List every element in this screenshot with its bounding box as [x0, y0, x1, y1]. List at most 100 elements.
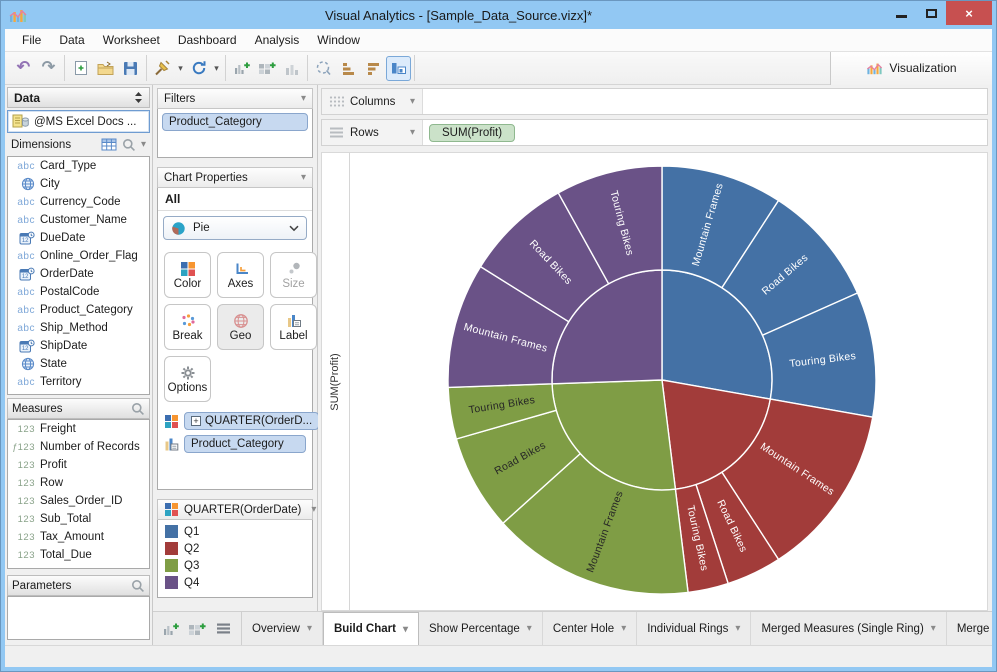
new-worksheet-button[interactable]: [160, 618, 182, 640]
sort-bars-button[interactable]: [336, 56, 361, 81]
tab-merge[interactable]: Merge: [947, 612, 992, 645]
minimize-button[interactable]: [886, 1, 916, 25]
search-icon[interactable]: [131, 579, 145, 593]
dimension-shipdate[interactable]: 12 ShipDate: [8, 337, 149, 355]
tab-merged-measures-single-ring[interactable]: Merged Measures (Single Ring) ▾: [751, 612, 947, 645]
tab-label: Merge: [956, 622, 990, 635]
show-visualization-button[interactable]: [386, 55, 411, 81]
measure-number-of-records[interactable]: ƒ123 Number of Records: [8, 438, 149, 456]
legend-header[interactable]: QUARTER(OrderDate) ▾: [157, 499, 317, 520]
new-dashboard-button[interactable]: [254, 56, 279, 81]
collapse-icon: ▾: [300, 93, 306, 104]
dimension-online-order-flag[interactable]: abc Online_Order_Flag: [8, 247, 149, 265]
tab-individual-rings[interactable]: Individual Rings ▾: [637, 612, 752, 645]
abc-icon: abc: [17, 250, 35, 262]
dimension-city[interactable]: City: [8, 175, 149, 193]
dimension-label: City: [40, 178, 60, 190]
field-pill-product-category[interactable]: Product_Category: [184, 435, 306, 453]
measure-profit[interactable]: 123 Profit: [8, 456, 149, 474]
expand-icon[interactable]: +: [191, 416, 201, 426]
field-pill-quarter-orderd[interactable]: + QUARTER(OrderD...: [184, 412, 320, 430]
sort-bars2-button[interactable]: [361, 56, 386, 81]
menu-data[interactable]: Data: [59, 33, 85, 47]
dropdown-arrow-icon[interactable]: ▾: [178, 62, 183, 73]
dimension-postalcode[interactable]: abc PostalCode: [8, 283, 149, 301]
legend-item-q3[interactable]: Q3: [158, 557, 312, 574]
chart-type-select[interactable]: Pie: [163, 216, 307, 240]
visualization-tab[interactable]: Visualization: [830, 51, 992, 85]
columns-shelf-content[interactable]: [423, 89, 987, 114]
grip-columns-icon: [329, 95, 344, 108]
dimension-orderdate[interactable]: 12 OrderDate: [8, 265, 149, 283]
tab-overview[interactable]: Overview ▾: [242, 612, 323, 645]
close-button[interactable]: ×: [946, 1, 992, 25]
rows-shelf-label[interactable]: Rows ▾: [322, 120, 423, 145]
size-button[interactable]: Size: [270, 252, 317, 298]
search-icon[interactable]: [131, 402, 145, 416]
rows-pill-sum-profit[interactable]: SUM(Profit): [429, 123, 516, 142]
save-button[interactable]: [118, 56, 143, 81]
tab-show-percentage[interactable]: Show Percentage ▾: [419, 612, 543, 645]
filters-header[interactable]: Filters ▾: [157, 88, 313, 109]
table-view-icon[interactable]: [101, 138, 117, 151]
axes-button[interactable]: Axes: [217, 252, 264, 298]
measure-total-due[interactable]: 123 Total_Due: [8, 546, 149, 564]
label-button[interactable]: Label: [270, 304, 317, 350]
dimension-territory[interactable]: abc Territory: [8, 373, 149, 391]
lasso-select-button[interactable]: [311, 56, 336, 81]
data-source-item[interactable]: @MS Excel Docs ...: [7, 110, 150, 133]
chevron-down-icon[interactable]: ▾: [140, 139, 146, 150]
geo-button[interactable]: Geo: [217, 304, 264, 350]
dimension-ship-method[interactable]: abc Ship_Method: [8, 319, 149, 337]
menu-analysis[interactable]: Analysis: [254, 33, 300, 47]
menu-worksheet[interactable]: Worksheet: [102, 33, 160, 47]
legend-item-q2[interactable]: Q2: [158, 540, 312, 557]
worksheet-list-button[interactable]: [212, 618, 234, 640]
tab-center-hole[interactable]: Center Hole ▾: [543, 612, 638, 645]
measure-sales-order-id[interactable]: 123 Sales_Order_ID: [8, 492, 149, 510]
chart-properties-header[interactable]: Chart Properties ▾: [157, 167, 313, 188]
refresh-button[interactable]: [186, 56, 211, 81]
menu-window[interactable]: Window: [317, 33, 360, 47]
new-document-button[interactable]: [68, 56, 93, 81]
open-file-button[interactable]: [93, 56, 118, 81]
encoding-shelves: + QUARTER(OrderD... Product_Category: [158, 409, 320, 455]
options-button[interactable]: Options: [164, 356, 211, 402]
undo-button[interactable]: ↶: [11, 56, 36, 81]
filter-pill-product-category[interactable]: Product_Category: [162, 113, 308, 131]
bar-chart-gray-button[interactable]: [279, 56, 304, 81]
rows-shelf-content[interactable]: SUM(Profit): [423, 120, 987, 145]
redo-button[interactable]: ↷: [36, 56, 61, 81]
dimension-product-category[interactable]: abc Product_Category: [8, 301, 149, 319]
measure-tax-amount[interactable]: 123 Tax_Amount: [8, 528, 149, 546]
menu-file[interactable]: File: [22, 33, 42, 47]
tab-build-chart[interactable]: Build Chart ▾: [322, 612, 419, 645]
filters-title: Filters: [164, 92, 196, 105]
color-button[interactable]: Color: [164, 252, 211, 298]
chevron-down-icon: ▾: [311, 504, 317, 515]
sunburst-segment-q4-touring-bikes[interactable]: [557, 165, 663, 285]
data-connection-button[interactable]: [150, 56, 175, 81]
measure-freight[interactable]: 123 Freight: [8, 420, 149, 438]
chart-canvas[interactable]: SUM(Profit) Mountain Frames Road Bikes Tou…: [321, 152, 988, 611]
dimension-currency-code[interactable]: abc Currency_Code: [8, 193, 149, 211]
menu-dashboard[interactable]: Dashboard: [177, 33, 237, 47]
columns-shelf-label[interactable]: Columns ▾: [322, 89, 423, 114]
dropdown-arrow-icon[interactable]: ▾: [214, 62, 219, 73]
legend-item-q1[interactable]: Q1: [158, 523, 312, 540]
dimension-card-type[interactable]: abc Card_Type: [8, 157, 149, 175]
dimension-duedate[interactable]: 12 DueDate: [8, 229, 149, 247]
measure-row[interactable]: 123 Row: [8, 474, 149, 492]
dimension-state[interactable]: State: [8, 355, 149, 373]
legend-item-q4[interactable]: Q4: [158, 574, 312, 591]
dimension-customer-name[interactable]: abc Customer_Name: [8, 211, 149, 229]
search-icon[interactable]: [122, 138, 136, 152]
maximize-button[interactable]: [916, 1, 946, 25]
measure-sub-total[interactable]: 123 Sub_Total: [8, 510, 149, 528]
sort-updown-icon[interactable]: [134, 91, 143, 104]
new-dashboard-button[interactable]: [186, 618, 208, 640]
break-button[interactable]: Break: [164, 304, 211, 350]
new-worksheet-button[interactable]: [229, 56, 254, 81]
dimension-label: Card_Type: [40, 160, 97, 172]
